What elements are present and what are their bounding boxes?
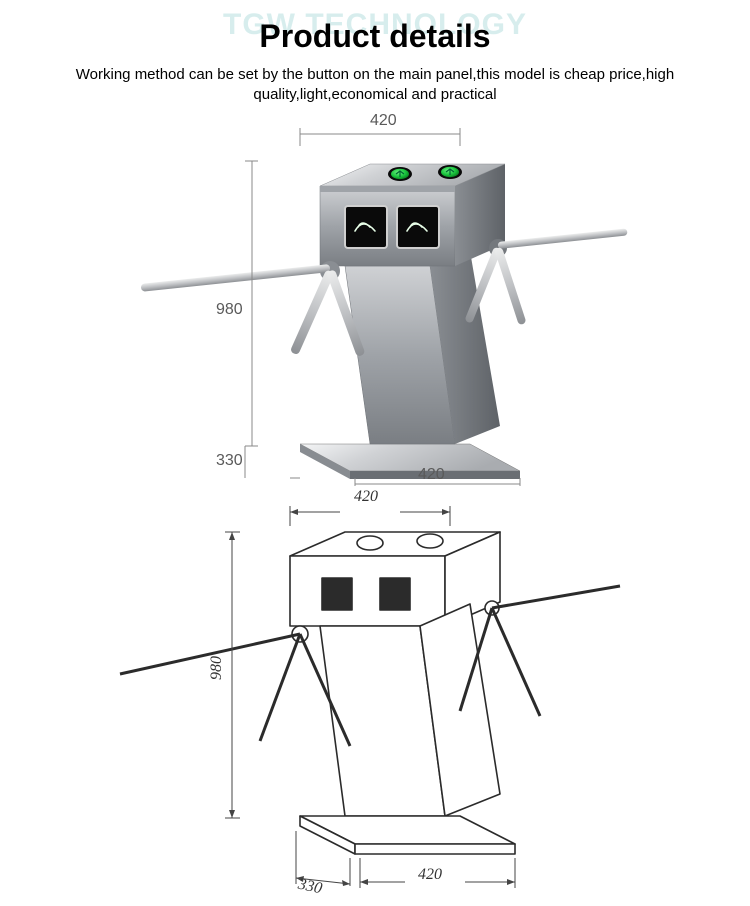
turnstile-line-svg bbox=[0, 486, 750, 906]
dim-height: 980 bbox=[216, 301, 243, 319]
page-title: Product details bbox=[0, 0, 750, 55]
page-subtitle: Working method can be set by the button … bbox=[0, 55, 750, 106]
dim2-height: 980 bbox=[208, 656, 226, 680]
dim-top-width: 420 bbox=[370, 112, 397, 130]
figure-render: 420 980 330 420 bbox=[0, 106, 750, 486]
figure-linedrawing: 420 980 330 420 bbox=[0, 486, 750, 906]
dim-base-width: 420 bbox=[418, 466, 445, 484]
dim2-top-width: 420 bbox=[354, 488, 378, 506]
dim2-base-width: 420 bbox=[418, 866, 442, 884]
dim-base-depth: 330 bbox=[216, 452, 243, 470]
turnstile-render-svg bbox=[0, 106, 750, 486]
